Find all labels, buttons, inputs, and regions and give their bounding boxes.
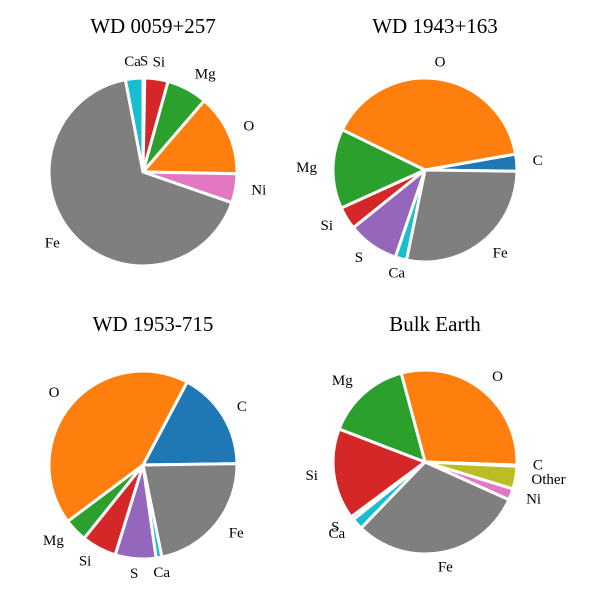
pie-slice (140, 379, 239, 467)
pie-slice (399, 368, 519, 467)
slice-label: S (130, 566, 138, 582)
slice-label: Ni (251, 183, 266, 199)
slice-label: Other (531, 472, 565, 488)
pie-slice (331, 427, 429, 519)
slice-label: Fe (493, 246, 508, 262)
slice-label: C (533, 458, 543, 474)
slice-label: O (435, 54, 446, 70)
chart-title: Bulk Earth (389, 312, 481, 336)
slice-label: Mg (332, 373, 353, 389)
chart-title: WD 1943+163 (372, 14, 498, 38)
slice-label: Fe (438, 560, 453, 576)
slice-label: S (355, 250, 363, 266)
slice-label: O (49, 385, 60, 401)
slice-label: Mg (43, 533, 64, 549)
slice-label: Si (320, 218, 333, 234)
pie-slice (404, 168, 519, 264)
slice-label: O (492, 369, 503, 385)
slice-label: Ca (124, 54, 141, 70)
slice-label: S (140, 53, 148, 69)
slice-label: Ca (153, 565, 170, 581)
slice-label: Ni (526, 492, 541, 508)
pie-slice (47, 369, 190, 524)
slice-label: Ca (388, 266, 405, 282)
slice-label: S (331, 519, 339, 535)
chart-title: WD 1953-715 (93, 312, 214, 336)
pie-slice (47, 77, 234, 268)
slice-label: C (533, 153, 543, 169)
pie-slice (141, 462, 239, 559)
slice-label: Si (79, 554, 92, 570)
slice-label: Mg (296, 160, 317, 176)
pie-slice (340, 76, 518, 172)
slice-label: Si (153, 55, 166, 71)
slice-label: O (243, 118, 254, 134)
chart-title: WD 0059+257 (90, 14, 216, 38)
slice-label: Fe (45, 235, 60, 251)
slice-label: Fe (229, 525, 244, 541)
pie-slice (123, 76, 145, 173)
slice-label: Si (305, 468, 318, 484)
slice-label: Ca (329, 526, 346, 542)
slice-label: C (237, 399, 247, 415)
slice-label: Mg (195, 66, 216, 82)
pie-slice (331, 127, 429, 210)
pie-slice (139, 98, 239, 176)
pie-slice (358, 460, 511, 556)
pie-slice (337, 371, 428, 465)
